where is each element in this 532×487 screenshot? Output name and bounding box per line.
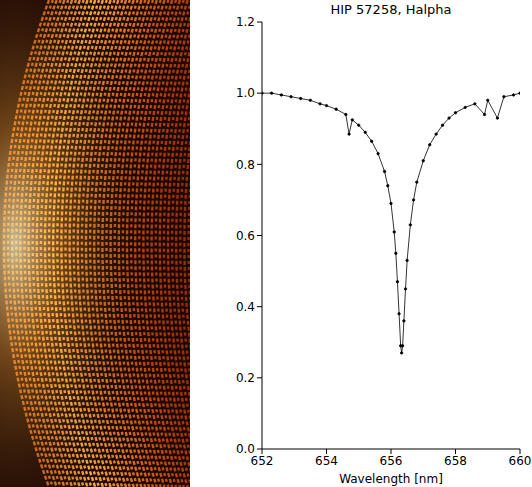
svg-text:656: 656: [380, 454, 403, 468]
svg-text:0.8: 0.8: [236, 158, 255, 172]
svg-text:0.2: 0.2: [236, 371, 255, 385]
svg-text:0.4: 0.4: [236, 300, 255, 314]
svg-text:Wavelength [nm]: Wavelength [nm]: [339, 472, 443, 486]
svg-text:0.0: 0.0: [236, 442, 255, 456]
svg-text:658: 658: [444, 454, 467, 468]
svg-text:652: 652: [250, 453, 274, 468]
svg-text:1.0: 1.0: [236, 86, 255, 100]
svg-text:654: 654: [315, 454, 338, 468]
svg-text:660: 660: [509, 454, 532, 468]
html-text:HIP 57258, Halpha: HIP 57258, Halpha: [330, 2, 452, 17]
svg-text:1.2: 1.2: [236, 15, 255, 29]
svg-text:0.6: 0.6: [236, 229, 255, 243]
